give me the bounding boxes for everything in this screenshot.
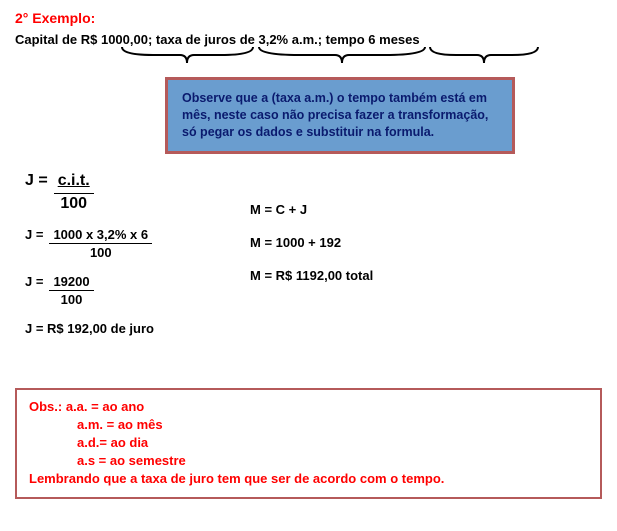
step1-denominator: 100 [49, 244, 152, 260]
m-substitution: M = 1000 + 192 [250, 235, 470, 250]
observation-box: Obs.: a.a. = ao ano a.m. = ao mês a.d.= … [15, 388, 602, 499]
brace-icon [257, 45, 427, 67]
braces-row [15, 49, 602, 73]
note-box: Observe que a (taxa a.m.) o tempo também… [165, 77, 515, 154]
formula-denominator: 100 [54, 194, 94, 213]
result-j-text: J = R$ 192,00 de juro [25, 321, 154, 336]
example-title: 2° Exemplo: [15, 10, 602, 26]
m-result: M = R$ 1192,00 total [250, 268, 470, 283]
step1-lhs: J = [25, 227, 43, 242]
step2: J = 19200 100 [25, 274, 235, 307]
left-column: J = c.i.t. 100 J = 1000 x 3,2% x 6 100 J… [25, 172, 235, 350]
step2-numerator: 19200 [49, 274, 93, 291]
formula-lhs: J = [25, 172, 48, 190]
brace-icon [428, 45, 540, 67]
result-j: J = R$ 192,00 de juro [25, 321, 235, 336]
step1-numerator: 1000 x 3,2% x 6 [49, 227, 152, 244]
obs-line3: a.d.= ao dia [29, 434, 588, 452]
obs-line2: a.m. = ao mês [29, 416, 588, 434]
brace-icon [120, 45, 255, 67]
step2-denominator: 100 [49, 291, 93, 307]
right-column: M = C + J M = 1000 + 192 M = R$ 1192,00 … [250, 202, 470, 301]
obs-line4: a.s = ao semestre [29, 452, 588, 470]
obs-line1: Obs.: a.a. = ao ano [29, 398, 588, 416]
calculation-area: J = c.i.t. 100 J = 1000 x 3,2% x 6 100 J… [15, 172, 602, 382]
step1: J = 1000 x 3,2% x 6 100 [25, 227, 235, 260]
formula-numerator: c.i.t. [54, 172, 94, 191]
formula-main: J = c.i.t. 100 [25, 172, 235, 213]
step2-lhs: J = [25, 274, 43, 289]
m-formula: M = C + J [250, 202, 470, 217]
obs-line5: Lembrando que a taxa de juro tem que ser… [29, 470, 588, 488]
